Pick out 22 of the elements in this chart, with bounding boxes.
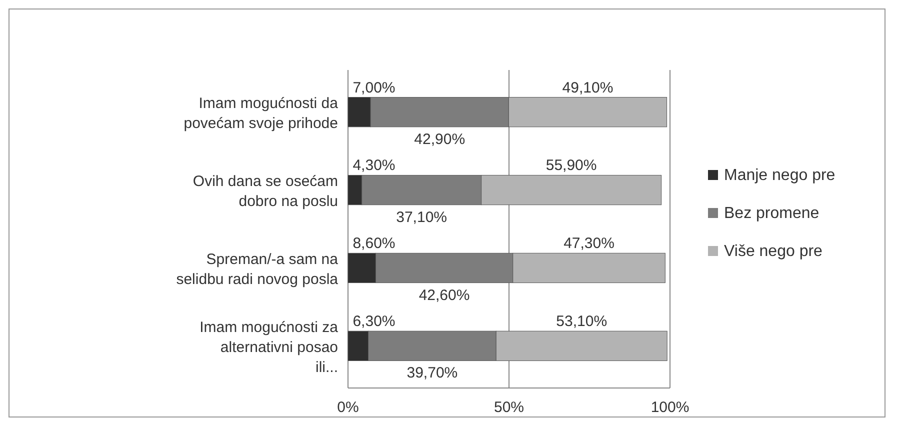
data-label: 39,70% bbox=[406, 364, 458, 382]
data-label: 7,00% bbox=[352, 79, 396, 96]
data-label: 4,30% bbox=[352, 157, 396, 174]
data-label: 42,60% bbox=[418, 286, 470, 304]
data-label: 49,10% bbox=[562, 79, 614, 96]
data-label: 55,90% bbox=[546, 157, 597, 174]
x-tick-label: 0% bbox=[337, 399, 359, 416]
data-label: 53,10% bbox=[556, 313, 608, 330]
legend-label: Bez promene bbox=[724, 205, 820, 222]
legend-label: Više nego pre bbox=[724, 243, 823, 260]
y-tick-label: Spreman/-a sam na selidbu radi novog posla bbox=[176, 250, 339, 288]
x-tick-label: 100% bbox=[650, 399, 690, 416]
legend-label: Manje nego pre bbox=[724, 167, 836, 184]
y-tick-label: Ovih dana se osećam dobro na poslu bbox=[192, 173, 338, 210]
data-label: 42,90% bbox=[414, 130, 466, 148]
data-label: 37,10% bbox=[396, 208, 448, 226]
data-label: 8,60% bbox=[352, 235, 396, 252]
data-label: 47,30% bbox=[564, 235, 614, 252]
x-tick-label: 50% bbox=[494, 399, 524, 416]
y-tick-label: Imam mogućnosti za alternativni posao ili... bbox=[200, 318, 339, 376]
y-tick-label: Imam mogućnosti da povećam svoje prihode bbox=[184, 95, 339, 132]
data-label: 6,30% bbox=[352, 313, 396, 330]
